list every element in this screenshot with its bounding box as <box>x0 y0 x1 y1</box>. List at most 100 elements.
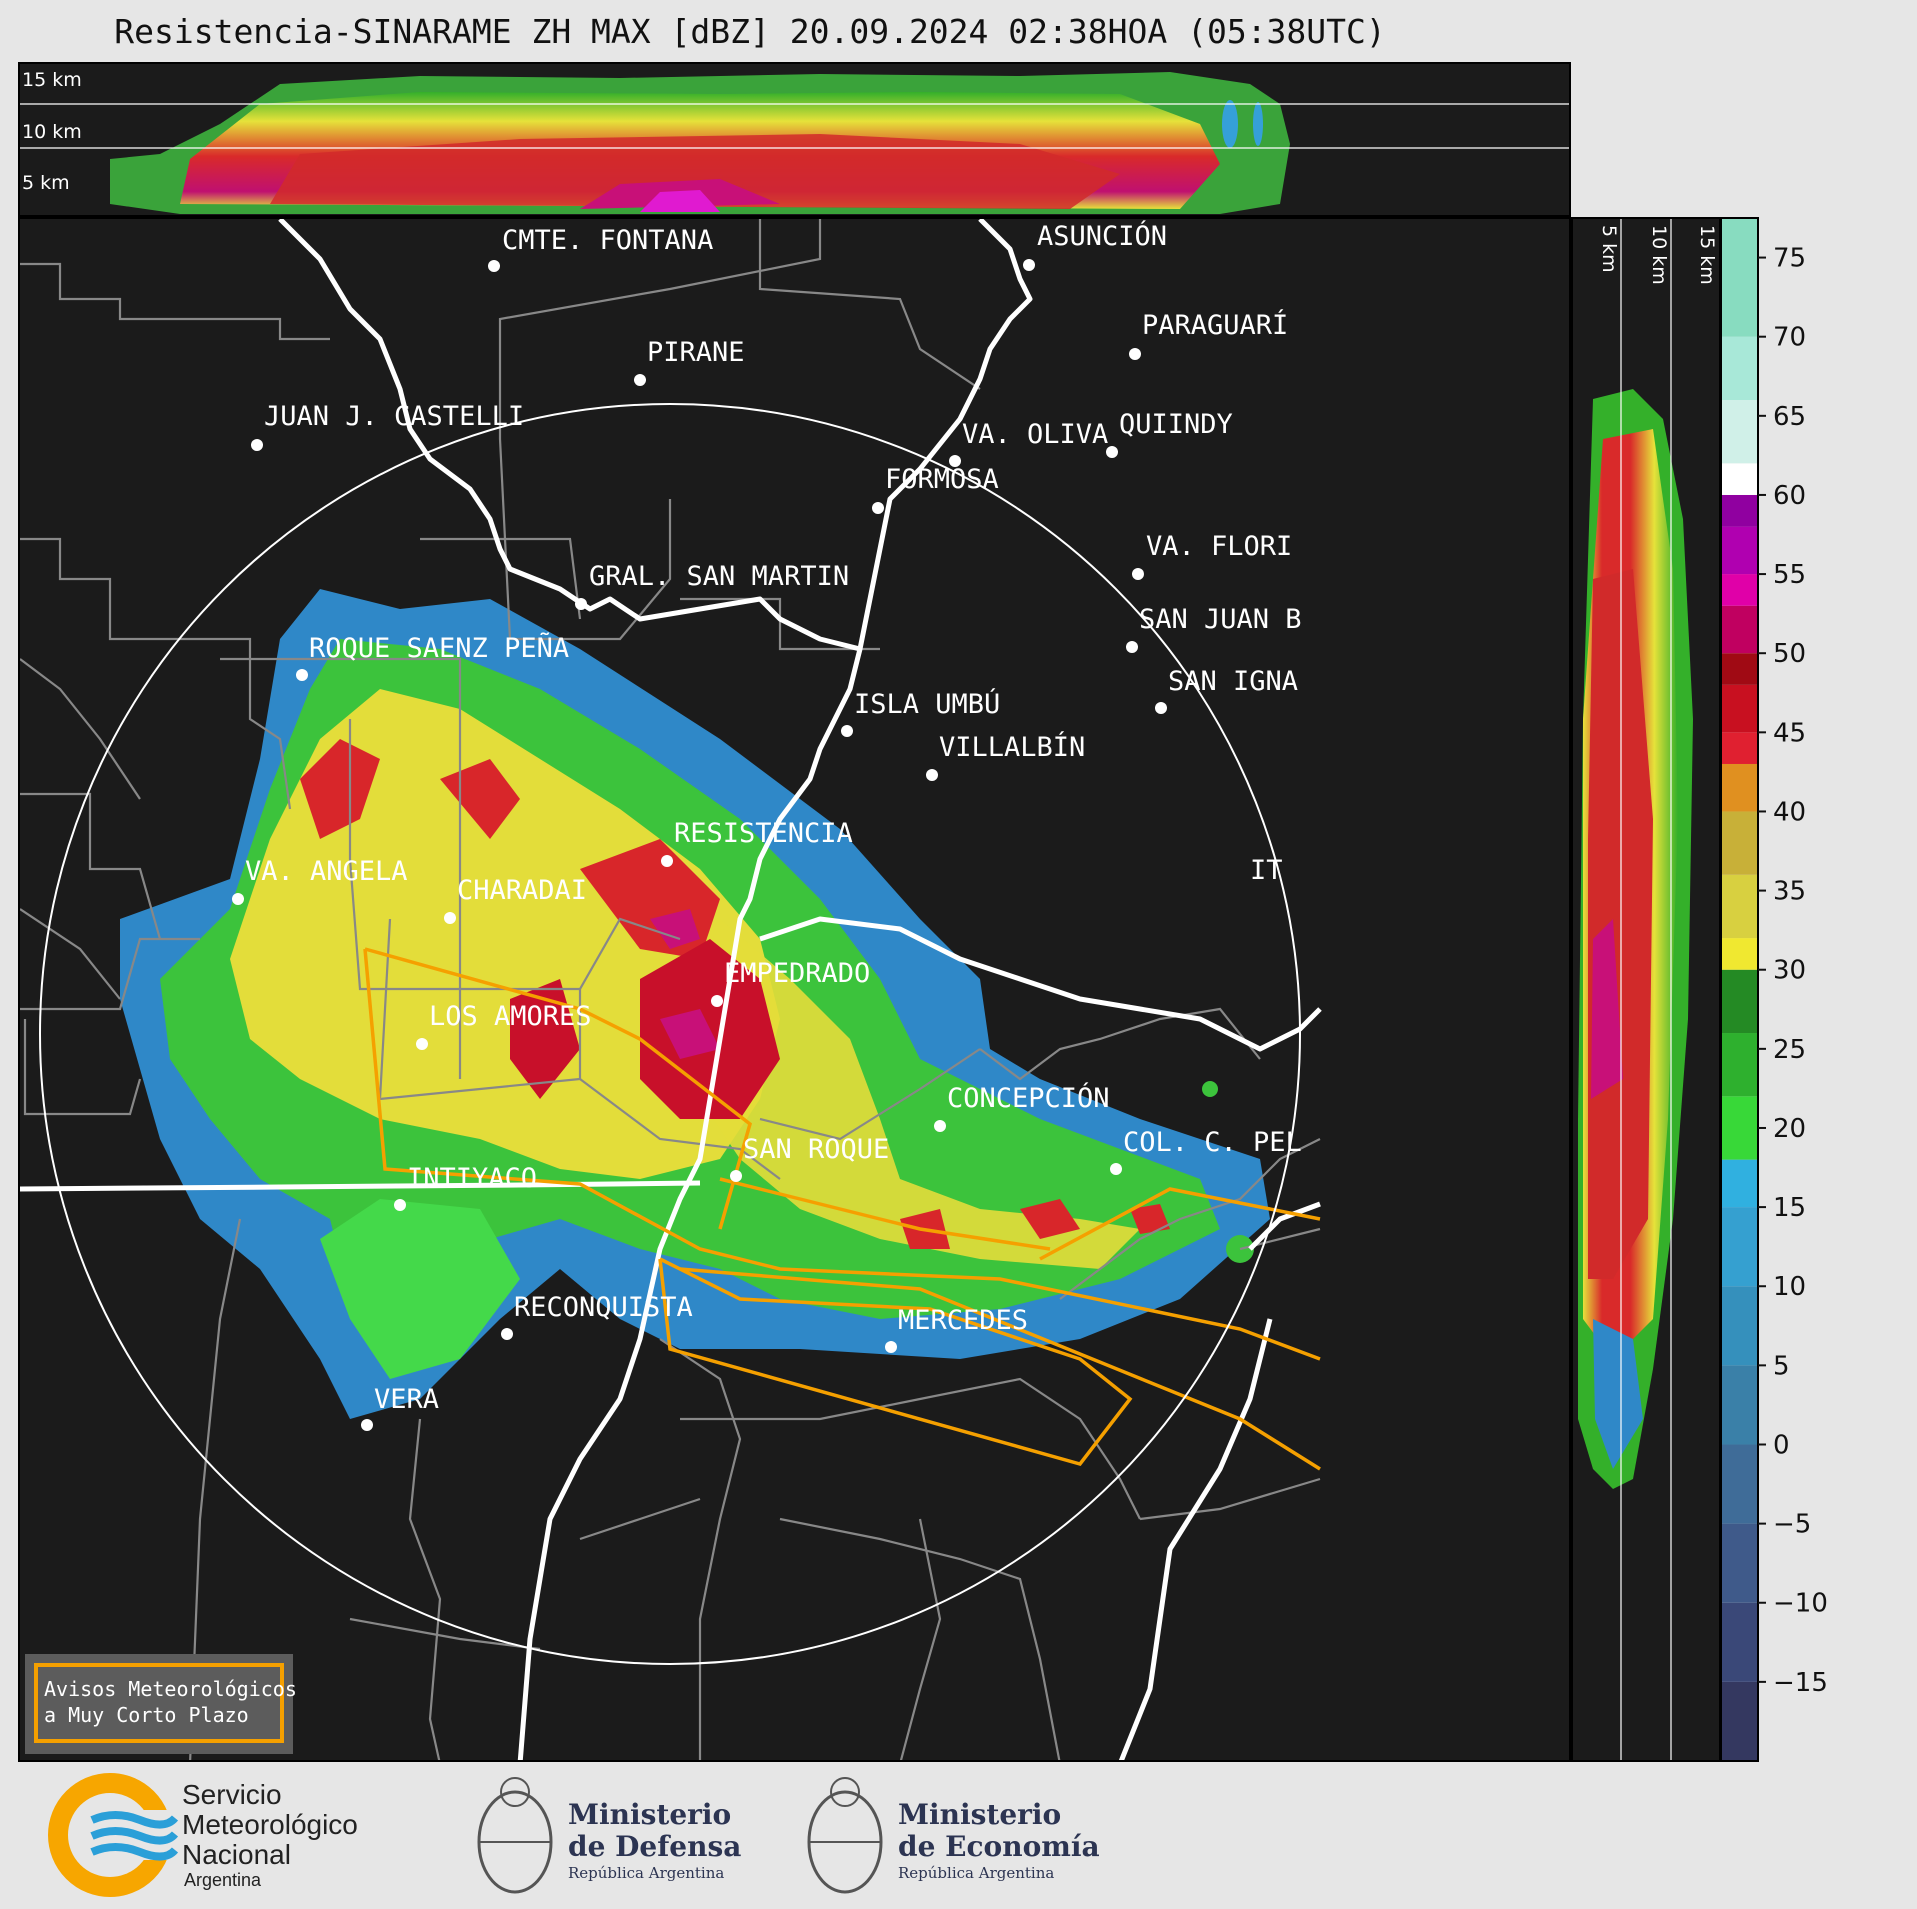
city-paraguari[interactable]: PARAGUARÍ <box>1142 309 1288 341</box>
city-concepcion[interactable]: CONCEPCIÓN <box>947 1082 1110 1114</box>
city-marker <box>934 1120 946 1132</box>
city-roque-saenz-pena[interactable]: ROQUE SAENZ PEÑA <box>309 632 569 664</box>
defensa-line2: de Defensa <box>568 1830 741 1863</box>
city-marker <box>730 1170 742 1182</box>
city-it[interactable]: IT <box>1250 855 1283 886</box>
rivers <box>20 219 1322 1760</box>
colorbar-band <box>1721 399 1758 464</box>
colorbar-band <box>1721 732 1758 764</box>
city-marker <box>1129 348 1141 360</box>
colorbar-band <box>1721 874 1758 939</box>
colorbar-tick-label: 60 <box>1773 481 1806 511</box>
warning-polygons <box>363 947 1321 1471</box>
colorbar-band <box>1721 1602 1758 1682</box>
city-va-angela[interactable]: VA. ANGELA <box>245 856 408 887</box>
city-col-c-pel[interactable]: COL. C. PEL <box>1123 1127 1302 1158</box>
colorbar-band <box>1721 969 1758 1034</box>
city-intiyaco[interactable]: INTIYACO <box>407 1163 537 1194</box>
colorbar-tick-label: 5 <box>1773 1351 1790 1381</box>
city-villalbin[interactable]: VILLALBÍN <box>939 731 1085 763</box>
side-height-label-15: 15 km <box>1696 225 1718 285</box>
city-marker <box>361 1419 373 1431</box>
colorbar-band <box>1721 336 1758 400</box>
colorbar-band <box>1721 605 1758 654</box>
city-reconquista[interactable]: RECONQUISTA <box>514 1292 693 1323</box>
city-marker <box>841 725 853 737</box>
warning-legend-line2: a Muy Corto Plazo <box>44 1703 249 1727</box>
smn-name-line3: Nacional <box>182 1839 291 1870</box>
radar-map[interactable]: CMTE. FONTANA ASUNCIÓN PARAGUARÍ PIRANE … <box>18 217 1571 1762</box>
city-los-amores[interactable]: LOS AMORES <box>429 1001 592 1032</box>
colorbar-tick-label: 75 <box>1773 244 1806 274</box>
page-title: Resistencia-SINARAME ZH MAX [dBZ] 20.09.… <box>114 12 1386 51</box>
city-san-juan-b[interactable]: SAN JUAN B <box>1139 604 1302 635</box>
colorbar-band <box>1721 463 1758 495</box>
colorbar-band <box>1721 1365 1758 1445</box>
city-juan-j-castelli[interactable]: JUAN J. CASTELLI <box>264 401 524 432</box>
colorbar-band <box>1721 684 1758 733</box>
reflectivity-echoes <box>120 589 1270 1419</box>
city-marker <box>488 260 500 272</box>
city-va-flori[interactable]: VA. FLORI <box>1146 531 1292 562</box>
city-marker <box>394 1199 406 1211</box>
defensa-logo[interactable]: Ministerio de Defensa República Argentin… <box>477 1777 741 1894</box>
economia-line1: Ministerio <box>898 1798 1061 1831</box>
city-marker <box>296 669 308 681</box>
colorbar-band <box>1721 1286 1758 1366</box>
side-height-profile: 5 km 10 km 15 km <box>1571 217 1721 1762</box>
city-quiindy[interactable]: QUIINDY <box>1119 409 1233 440</box>
city-resistencia[interactable]: RESISTENCIA <box>674 818 853 849</box>
city-marker <box>1155 702 1167 714</box>
city-cmte-fontana[interactable]: CMTE. FONTANA <box>502 225 713 256</box>
city-pirane[interactable]: PIRANE <box>647 337 745 368</box>
city-marker <box>232 893 244 905</box>
colorbar-band <box>1721 494 1758 527</box>
colorbar-tick-label: 55 <box>1773 560 1806 590</box>
colorbar-band <box>1721 938 1758 970</box>
city-vera[interactable]: VERA <box>374 1384 439 1415</box>
economia-line2: de Economía <box>898 1830 1100 1863</box>
smn-name-line1: Servicio <box>182 1779 282 1810</box>
city-san-roque[interactable]: SAN ROQUE <box>743 1134 889 1165</box>
colorbar-band <box>1721 1207 1758 1287</box>
range-ring <box>39 403 1301 1665</box>
city-asuncion[interactable]: ASUNCIÓN <box>1037 220 1167 252</box>
city-charadai[interactable]: CHARADAI <box>457 875 587 906</box>
city-formosa[interactable]: FORMOSA <box>885 464 999 495</box>
colorbar-band <box>1721 1444 1758 1524</box>
warning-legend-line1: Avisos Meteorológicos <box>44 1677 297 1701</box>
city-gral-san-martin[interactable]: GRAL. SAN MARTIN <box>589 561 849 592</box>
city-marker <box>575 598 587 610</box>
colorbar-tick-label: 45 <box>1773 718 1806 748</box>
top-height-profile: 15 km 10 km 5 km <box>18 62 1571 217</box>
smn-logo[interactable]: Servicio Meteorológico Nacional Argentin… <box>48 1773 358 1897</box>
colorbar-tick-label: −15 <box>1773 1668 1828 1698</box>
smn-name-line4: Argentina <box>184 1870 262 1890</box>
city-labels: CMTE. FONTANA ASUNCIÓN PARAGUARÍ PIRANE … <box>232 220 1302 1431</box>
colorbar-band <box>1721 218 1758 337</box>
defensa-line3: República Argentina <box>568 1864 724 1882</box>
side-height-label-10: 10 km <box>1648 225 1670 285</box>
city-marker <box>1126 641 1138 653</box>
colorbar-tick-label: 35 <box>1773 877 1806 907</box>
city-marker <box>1132 568 1144 580</box>
city-va-oliva[interactable]: VA. OLIVA <box>962 419 1108 450</box>
city-empedrado[interactable]: EMPEDRADO <box>724 958 870 989</box>
colorbar-band <box>1721 1096 1758 1160</box>
city-isla-umbu[interactable]: ISLA UMBÚ <box>854 688 1000 720</box>
colorbar-tick-label: 25 <box>1773 1035 1806 1065</box>
city-san-igna[interactable]: SAN IGNA <box>1168 666 1298 697</box>
city-marker <box>661 855 673 867</box>
colorbar-tick-label: 15 <box>1773 1193 1806 1223</box>
colorbar-band <box>1721 574 1758 606</box>
colorbar-band <box>1721 1523 1758 1603</box>
city-mercedes[interactable]: MERCEDES <box>898 1305 1028 1336</box>
economia-logo[interactable]: Ministerio de Economía República Argenti… <box>807 1777 1100 1894</box>
top-height-label-10: 10 km <box>22 121 82 143</box>
colorbar-tick-label: −10 <box>1773 1589 1828 1619</box>
city-marker <box>444 912 456 924</box>
colorbar-tick-label: 40 <box>1773 797 1806 827</box>
economia-line3: República Argentina <box>898 1864 1054 1882</box>
colorbar-band <box>1721 1159 1758 1208</box>
warning-legend-box[interactable]: Avisos Meteorológicos a Muy Corto Plazo <box>25 1654 297 1754</box>
